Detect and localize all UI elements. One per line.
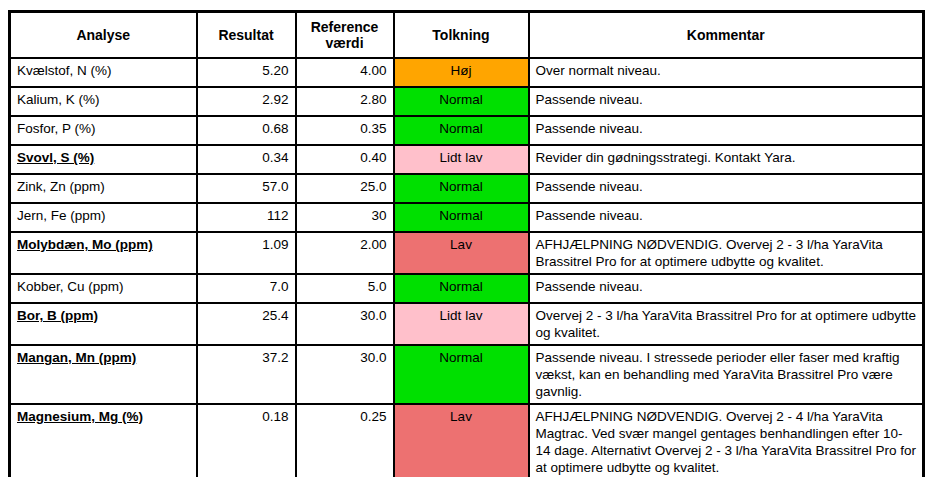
reference-value: 0.25 xyxy=(296,404,394,477)
column-header-kommentar: Kommentar xyxy=(529,12,924,59)
comment-text: Passende niveau. I stressede perioder el… xyxy=(529,345,924,404)
result-value: 25.4 xyxy=(197,303,296,345)
status-badge: Normal xyxy=(394,87,529,116)
column-header-resultat: Resultat xyxy=(197,12,296,59)
analyte-name: Svovl, S (%) xyxy=(10,145,197,174)
result-value: 37.2 xyxy=(197,345,296,404)
column-header-tolkning: Tolkning xyxy=(394,12,529,59)
analyte-name: Zink, Zn (ppm) xyxy=(10,174,197,203)
status-badge: Lav xyxy=(394,404,529,477)
reference-value: 2.00 xyxy=(296,232,394,274)
reference-value: 0.40 xyxy=(296,145,394,174)
result-value: 57.0 xyxy=(197,174,296,203)
table-row: Jern, Fe (ppm) 112 30 Normal Passende ni… xyxy=(10,203,924,232)
comment-text: Revider din gødningsstrategi. Kontakt Ya… xyxy=(529,145,924,174)
table-header: Analyse Resultat Reference værdi Tolknin… xyxy=(10,12,924,59)
result-value: 7.0 xyxy=(197,274,296,303)
table-row: Mangan, Mn (ppm) 37.2 30.0 Normal Passen… xyxy=(10,345,924,404)
table-row: Molybdæn, Mo (ppm) 1.09 2.00 Lav AFHJÆLP… xyxy=(10,232,924,274)
status-badge: Lidt lav xyxy=(394,303,529,345)
status-badge: Normal xyxy=(394,116,529,145)
status-badge: Lidt lav xyxy=(394,145,529,174)
analyte-name: Mangan, Mn (ppm) xyxy=(10,345,197,404)
comment-text: Overvej 2 - 3 l/ha YaraVita Brassitrel P… xyxy=(529,303,924,345)
status-badge: Normal xyxy=(394,274,529,303)
status-badge: Høj xyxy=(394,58,529,87)
table-header-row: Analyse Resultat Reference værdi Tolknin… xyxy=(10,12,924,59)
status-badge: Normal xyxy=(394,345,529,404)
comment-text: Passende niveau. xyxy=(529,174,924,203)
result-value: 112 xyxy=(197,203,296,232)
result-value: 5.20 xyxy=(197,58,296,87)
comment-text: Passende niveau. xyxy=(529,116,924,145)
analyte-name: Kobber, Cu (ppm) xyxy=(10,274,197,303)
reference-value: 4.00 xyxy=(296,58,394,87)
result-value: 0.18 xyxy=(197,404,296,477)
analyte-name: Fosfor, P (%) xyxy=(10,116,197,145)
analyte-name: Kalium, K (%) xyxy=(10,87,197,116)
table-row: Kobber, Cu (ppm) 7.0 5.0 Normal Passende… xyxy=(10,274,924,303)
analyte-name: Magnesium, Mg (%) xyxy=(10,404,197,477)
comment-text: Over normalt niveau. xyxy=(529,58,924,87)
reference-value: 25.0 xyxy=(296,174,394,203)
comment-text: Passende niveau. xyxy=(529,87,924,116)
table-row: Fosfor, P (%) 0.68 0.35 Normal Passende … xyxy=(10,116,924,145)
analyte-name: Kvælstof, N (%) xyxy=(10,58,197,87)
status-badge: Normal xyxy=(394,174,529,203)
result-value: 1.09 xyxy=(197,232,296,274)
column-header-reference: Reference værdi xyxy=(296,12,394,59)
analyte-name: Jern, Fe (ppm) xyxy=(10,203,197,232)
reference-value: 0.35 xyxy=(296,116,394,145)
result-value: 0.34 xyxy=(197,145,296,174)
comment-text: AFHJÆLPNING NØDVENDIG. Overvej 2 - 3 l/h… xyxy=(529,232,924,274)
table-row: Magnesium, Mg (%) 0.18 0.25 Lav AFHJÆLPN… xyxy=(10,404,924,477)
analyte-name: Bor, B (ppm) xyxy=(10,303,197,345)
reference-value: 30.0 xyxy=(296,345,394,404)
table-row: Kvælstof, N (%) 5.20 4.00 Høj Over norma… xyxy=(10,58,924,87)
column-header-analyse: Analyse xyxy=(10,12,197,59)
table-row: Zink, Zn (ppm) 57.0 25.0 Normal Passende… xyxy=(10,174,924,203)
table-row: Kalium, K (%) 2.92 2.80 Normal Passende … xyxy=(10,87,924,116)
status-badge: Lav xyxy=(394,232,529,274)
result-value: 2.92 xyxy=(197,87,296,116)
analyte-name: Molybdæn, Mo (ppm) xyxy=(10,232,197,274)
table-row: Bor, B (ppm) 25.4 30.0 Lidt lav Overvej … xyxy=(10,303,924,345)
comment-text: AFHJÆLPNING NØDVENDIG. Overvej 2 - 4 l/h… xyxy=(529,404,924,477)
comment-text: Passende niveau. xyxy=(529,203,924,232)
comment-text: Passende niveau. xyxy=(529,274,924,303)
status-badge: Normal xyxy=(394,203,529,232)
reference-value: 30 xyxy=(296,203,394,232)
reference-value: 5.0 xyxy=(296,274,394,303)
reference-value: 2.80 xyxy=(296,87,394,116)
analysis-results-table: Analyse Resultat Reference værdi Tolknin… xyxy=(8,10,925,477)
result-value: 0.68 xyxy=(197,116,296,145)
table-body: Kvælstof, N (%) 5.20 4.00 Høj Over norma… xyxy=(10,58,924,477)
reference-value: 30.0 xyxy=(296,303,394,345)
table-row: Svovl, S (%) 0.34 0.40 Lidt lav Revider … xyxy=(10,145,924,174)
